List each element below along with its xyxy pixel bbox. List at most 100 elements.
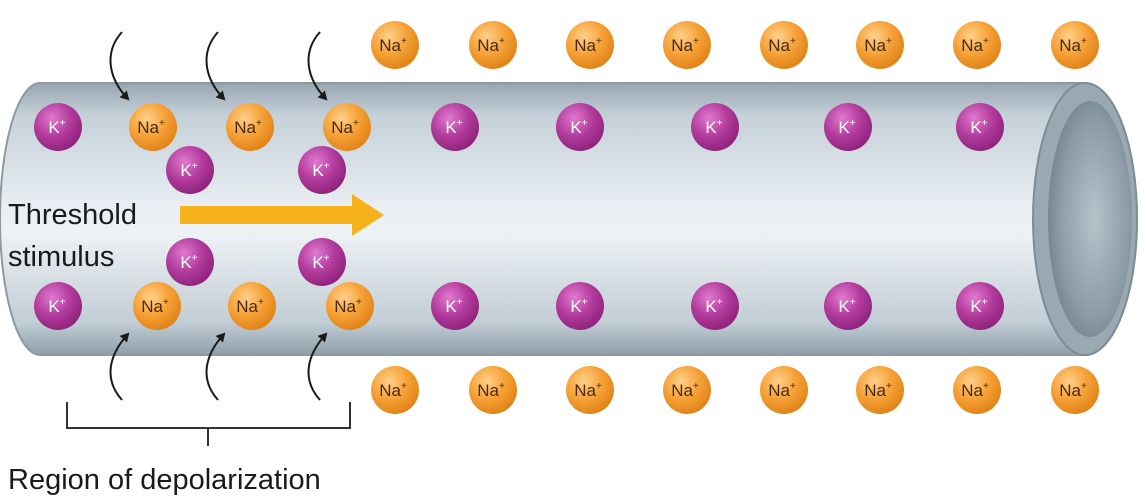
sodium-ion-circle bbox=[469, 21, 517, 69]
sodium-ion-circle bbox=[856, 21, 904, 69]
sodium-ion-label: Na+ bbox=[864, 381, 892, 400]
sodium-ion-circle bbox=[566, 366, 614, 414]
potassium-ion-label: K+ bbox=[970, 297, 987, 316]
potassium-ion: K+ bbox=[691, 282, 739, 330]
sodium-ion: Na+ bbox=[953, 366, 1001, 414]
potassium-ion-label: K+ bbox=[705, 297, 722, 316]
sodium-ion-circle bbox=[760, 366, 808, 414]
potassium-ion-circle bbox=[956, 103, 1004, 151]
sodium-ion: Na+ bbox=[228, 282, 276, 330]
influx-arrow bbox=[205, 31, 226, 101]
sodium-ion-label: Na+ bbox=[768, 381, 796, 400]
potassium-ion: K+ bbox=[431, 103, 479, 151]
potassium-ion-label: K+ bbox=[838, 118, 855, 137]
potassium-ion-circle bbox=[431, 282, 479, 330]
influx-arrow bbox=[205, 332, 226, 401]
potassium-ion-circle bbox=[556, 282, 604, 330]
potassium-ion-label: K+ bbox=[180, 161, 197, 180]
sodium-ion-circle bbox=[326, 282, 374, 330]
sodium-ion: Na+ bbox=[133, 282, 181, 330]
potassium-ion: K+ bbox=[824, 282, 872, 330]
sodium-ion: Na+ bbox=[371, 21, 419, 69]
potassium-ion: K+ bbox=[431, 282, 479, 330]
region-bracket bbox=[66, 402, 351, 446]
sodium-ion: Na+ bbox=[663, 366, 711, 414]
sodium-ion-circle bbox=[663, 21, 711, 69]
potassium-ion-circle bbox=[298, 238, 346, 286]
stimulus-arrow bbox=[180, 194, 384, 236]
potassium-ion-label: K+ bbox=[838, 297, 855, 316]
potassium-ion: K+ bbox=[166, 238, 214, 286]
potassium-ion-label: K+ bbox=[570, 118, 587, 137]
influx-arrow bbox=[109, 31, 130, 101]
sodium-ion-label: Na+ bbox=[1059, 381, 1087, 400]
sodium-ion-circle bbox=[856, 366, 904, 414]
region-label: Region of depolarization bbox=[8, 464, 321, 496]
sodium-ion-circle bbox=[953, 366, 1001, 414]
ions-layer: Na+ Na+ Na+ Na+ Na+ Na+ Na+ Na+ Na+ Na+ Na+ Na+ Na+ N… bbox=[34, 21, 1099, 414]
potassium-ion: K+ bbox=[691, 103, 739, 151]
potassium-ion-circle bbox=[166, 146, 214, 194]
influx-arrow bbox=[109, 332, 130, 401]
sodium-ion-label: Na+ bbox=[1059, 36, 1087, 55]
sodium-ion-label: Na+ bbox=[768, 36, 796, 55]
sodium-ion: Na+ bbox=[760, 366, 808, 414]
sodium-ion-circle bbox=[1051, 21, 1099, 69]
potassium-ion-circle bbox=[431, 103, 479, 151]
sodium-ion-circle bbox=[566, 21, 614, 69]
potassium-ion-label: K+ bbox=[312, 161, 329, 180]
sodium-ion-circle bbox=[323, 103, 371, 151]
sodium-ion-circle bbox=[226, 103, 274, 151]
stimulus-label-line2: stimulus bbox=[8, 241, 114, 273]
sodium-ion: Na+ bbox=[760, 21, 808, 69]
potassium-ion: K+ bbox=[34, 103, 82, 151]
potassium-ion-circle bbox=[298, 146, 346, 194]
potassium-ion-circle bbox=[34, 282, 82, 330]
potassium-ion-circle bbox=[166, 238, 214, 286]
sodium-ion-circle bbox=[371, 21, 419, 69]
sodium-ion: Na+ bbox=[1051, 366, 1099, 414]
axon-end-opening bbox=[1048, 101, 1132, 337]
sodium-ion: Na+ bbox=[469, 21, 517, 69]
sodium-ion: Na+ bbox=[953, 21, 1001, 69]
sodium-ion-label: Na+ bbox=[671, 381, 699, 400]
potassium-ion-label: K+ bbox=[970, 118, 987, 137]
potassium-ion: K+ bbox=[556, 282, 604, 330]
sodium-ion-circle bbox=[1051, 366, 1099, 414]
influx-arrow bbox=[307, 332, 328, 401]
sodium-ion-circle bbox=[133, 282, 181, 330]
sodium-ion: Na+ bbox=[469, 366, 517, 414]
sodium-ion-label: Na+ bbox=[961, 36, 989, 55]
sodium-ion: Na+ bbox=[663, 21, 711, 69]
sodium-ion-circle bbox=[760, 21, 808, 69]
sodium-ion-circle bbox=[371, 366, 419, 414]
potassium-ion: K+ bbox=[556, 103, 604, 151]
sodium-ion: Na+ bbox=[326, 282, 374, 330]
sodium-ion-label: Na+ bbox=[477, 381, 505, 400]
sodium-ion-label: Na+ bbox=[141, 297, 169, 316]
potassium-ion-circle bbox=[691, 103, 739, 151]
sodium-ion: Na+ bbox=[371, 366, 419, 414]
sodium-ion-label: Na+ bbox=[331, 118, 359, 137]
potassium-ion: K+ bbox=[34, 282, 82, 330]
sodium-ion: Na+ bbox=[129, 103, 177, 151]
sodium-ion: Na+ bbox=[323, 103, 371, 151]
sodium-ion-label: Na+ bbox=[864, 36, 892, 55]
sodium-ion-label: Na+ bbox=[234, 118, 262, 137]
potassium-ion-label: K+ bbox=[312, 253, 329, 272]
influx-arrow bbox=[307, 31, 328, 101]
sodium-ion: Na+ bbox=[566, 366, 614, 414]
potassium-ion-circle bbox=[956, 282, 1004, 330]
sodium-ion: Na+ bbox=[856, 366, 904, 414]
sodium-ion: Na+ bbox=[1051, 21, 1099, 69]
potassium-ion-circle bbox=[556, 103, 604, 151]
potassium-ion-label: K+ bbox=[445, 118, 462, 137]
potassium-ion: K+ bbox=[956, 282, 1004, 330]
potassium-ion: K+ bbox=[298, 238, 346, 286]
sodium-ion-label: Na+ bbox=[477, 36, 505, 55]
sodium-ion-label: Na+ bbox=[574, 381, 602, 400]
potassium-ion-circle bbox=[691, 282, 739, 330]
potassium-ion-label: K+ bbox=[445, 297, 462, 316]
sodium-ion-circle bbox=[129, 103, 177, 151]
